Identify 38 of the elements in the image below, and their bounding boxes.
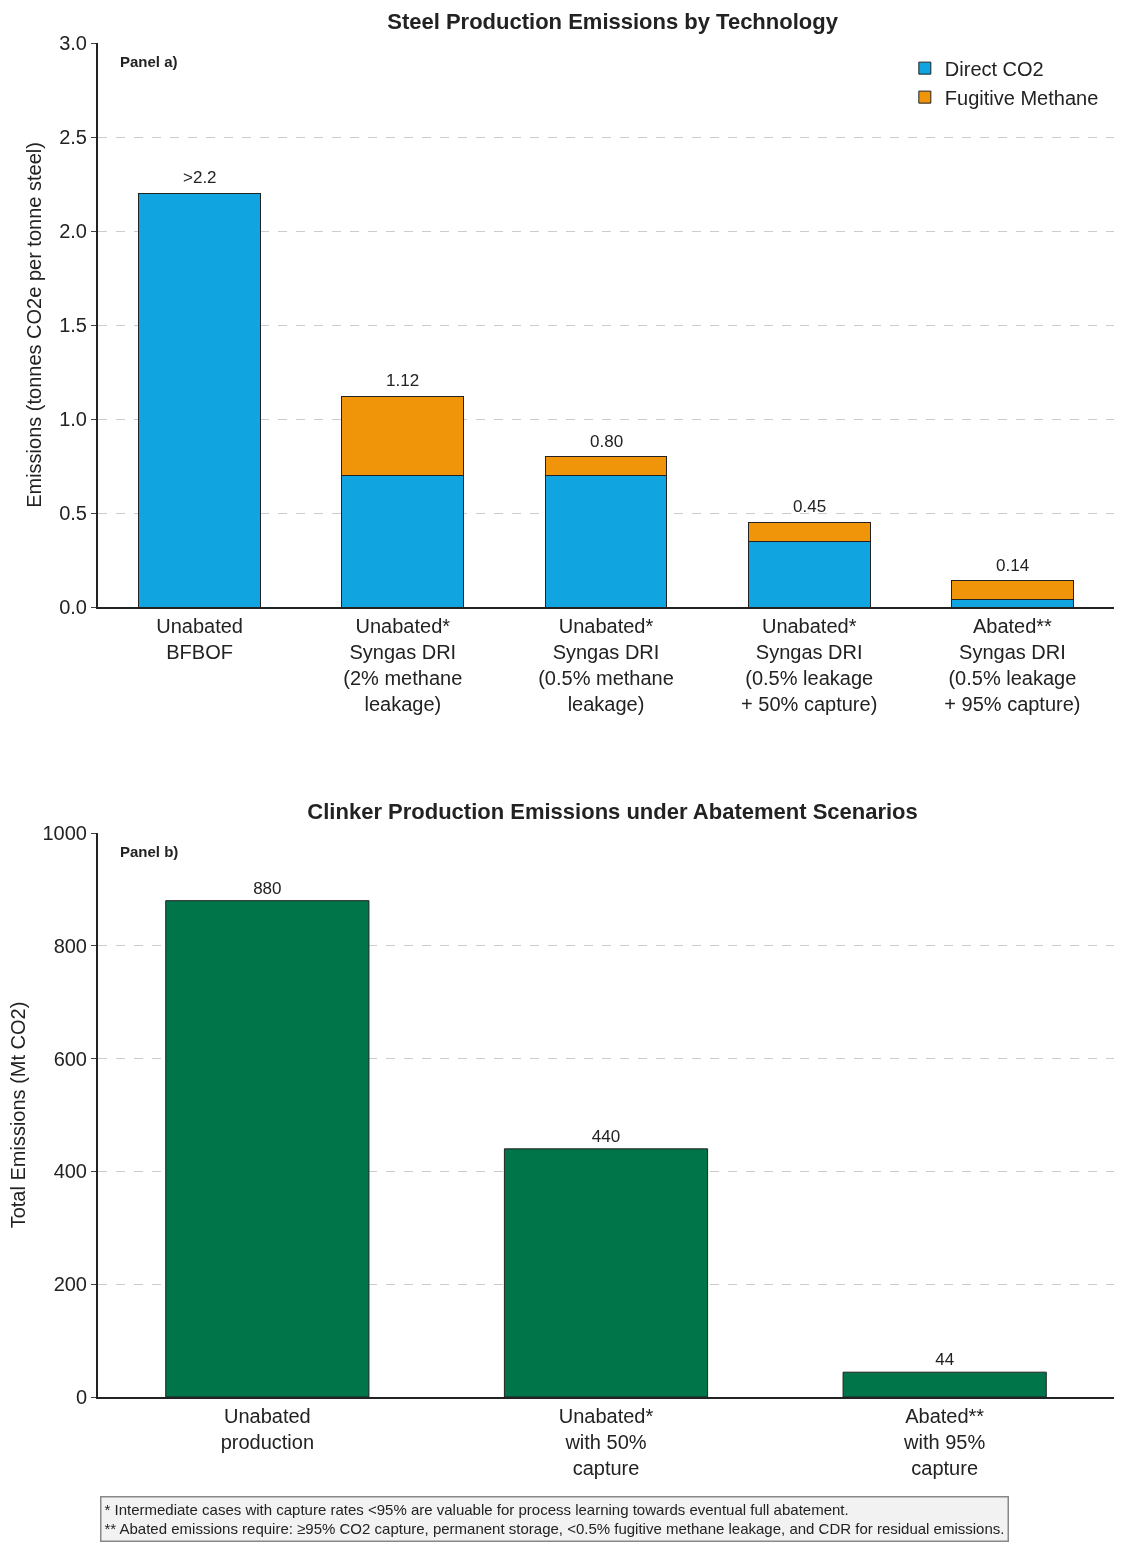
annotation: Panel b) — [120, 843, 179, 860]
x-tick-label: Unabated* with 50% capture — [558, 1405, 654, 1479]
x-tick-label: Abated** Syngas DRI (0.5% leakage + 95% capture) — [944, 615, 1081, 715]
data-label: 44 — [935, 1350, 955, 1370]
text: * Intermediate cases with capture rates <95% are valuable for process learning towards eventual full abatement. ** Abated emissions require: ≥95% CO2 capture, permanent storage, <0.5% fugitive methane leakage, and CDR for residual emissions. — [104, 1500, 1005, 1537]
data-label: 880 — [253, 878, 282, 898]
legend-label: Fugitive Methane — [944, 86, 1099, 109]
total-label: 0.80 — [590, 432, 624, 451]
y-tick-label: 3.0 — [59, 32, 87, 54]
annotation: Panel a) — [120, 53, 178, 70]
x-tick-label: Unabated* Syngas DRI (2% methane leakage) — [343, 615, 463, 715]
y-tick-label: 2.0 — [59, 220, 87, 242]
y-axis-title: Total Emissions (Mt CO2) — [6, 1001, 29, 1229]
total-label: 0.45 — [793, 497, 827, 516]
x-tick-label: Unabated* Syngas DRI (0.5% methane leakage) — [538, 615, 674, 715]
y-tick-label: 0.0 — [59, 596, 87, 618]
y-tick-label: 0 — [75, 1386, 87, 1408]
y-tick-label: 2.5 — [59, 126, 87, 148]
y-tick-label: 0.5 — [59, 502, 87, 524]
legend-label: Direct CO2 — [944, 57, 1044, 80]
y-tick-label: 800 — [53, 934, 87, 957]
total-label: 0.14 — [996, 556, 1030, 575]
x-tick-label: Unabated BFBOF — [156, 615, 243, 663]
y-tick-label: 600 — [53, 1047, 87, 1070]
x-tick-label: Unabated production — [220, 1405, 315, 1453]
x-tick-label: Unabated* Syngas DRI (0.5% leakage + 50% capture) — [741, 615, 878, 715]
y-tick-label: 200 — [53, 1273, 87, 1296]
y-tick-label: 1.0 — [59, 408, 87, 430]
y-tick-label: 400 — [53, 1160, 87, 1183]
chart-title: Steel Production Emissions by Technology — [387, 8, 839, 34]
total-label: >2.2 — [183, 168, 217, 187]
data-label: 440 — [591, 1126, 621, 1146]
x-tick-label: Abated** with 95% capture — [903, 1405, 986, 1479]
y-tick-label: 1000 — [42, 822, 87, 844]
chart-title: Clinker Production Emissions under Abatement Scenarios — [307, 798, 918, 824]
total-label: 1.12 — [386, 371, 420, 390]
y-axis-title: Emissions (tonnes CO2e per tonne steel) — [23, 142, 46, 508]
y-tick-label: 1.5 — [59, 314, 87, 336]
